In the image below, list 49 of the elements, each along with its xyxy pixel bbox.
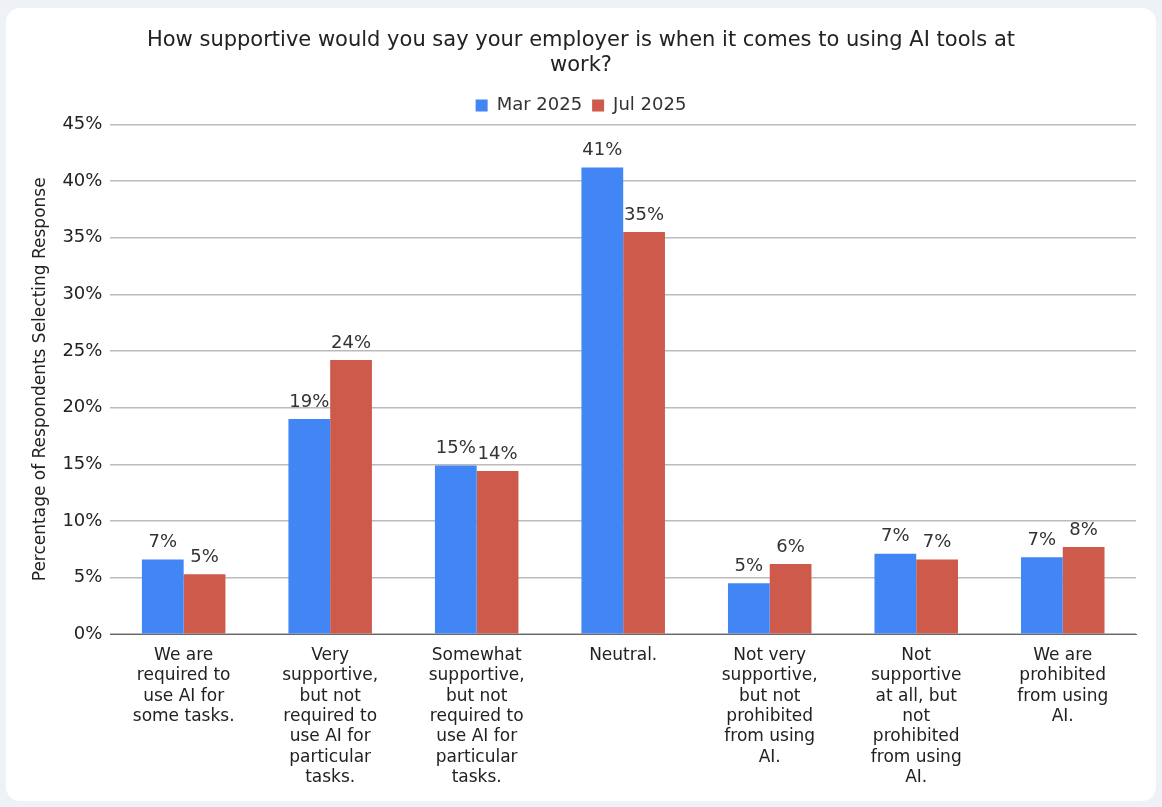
bar — [769, 563, 812, 634]
data-label: 6% — [776, 534, 805, 556]
x-tick-label: Somewhat supportive, but not required to use AI for particular tasks. — [428, 643, 525, 787]
bar — [141, 559, 184, 634]
data-label: 14% — [477, 441, 518, 463]
legend-label: Mar 2025 — [496, 93, 583, 115]
bar — [288, 418, 331, 634]
bar — [916, 559, 958, 634]
bar — [581, 167, 624, 634]
x-tick-label: Neutral. — [589, 643, 658, 664]
bar — [874, 553, 917, 634]
bar — [476, 471, 519, 634]
data-label: 24% — [331, 330, 372, 352]
x-tick-label: Very supportive, but not required to use AI for particular tasks. — [282, 643, 379, 787]
data-label: 7% — [1027, 527, 1057, 549]
y-tick-label: 30% — [62, 282, 103, 304]
data-label: 7% — [922, 530, 952, 552]
data-label: 19% — [289, 389, 330, 411]
bar — [1020, 557, 1063, 634]
bar — [330, 360, 372, 634]
data-label: 5% — [734, 553, 764, 575]
y-tick-label: 45% — [62, 112, 103, 134]
bar — [1062, 546, 1105, 634]
y-tick-label: 40% — [62, 168, 103, 190]
y-tick-label: 5% — [73, 565, 103, 587]
y-tick-label: 0% — [73, 621, 103, 643]
y-tick-label: 15% — [62, 451, 103, 473]
x-tick-label: Not very supportive, but not prohibited from using AI. — [721, 643, 818, 766]
data-label: 7% — [881, 524, 910, 546]
bar — [727, 583, 770, 634]
bar — [434, 465, 477, 634]
bar — [623, 232, 665, 634]
data-label: 8% — [1069, 517, 1098, 539]
y-tick-label: 10% — [62, 508, 103, 530]
x-tick-label: Not supportive at all, but not prohibited from using AI. — [870, 643, 962, 787]
x-tick-label: We are prohibited from using AI. — [1017, 643, 1109, 726]
x-tick-label: We are required to use AI for some tasks. — [132, 643, 235, 726]
y-tick-label: 25% — [62, 338, 103, 360]
data-label: 41% — [582, 138, 623, 160]
y-axis-title: Percentage of Respondents Selecting Response — [28, 177, 49, 582]
data-label: 15% — [435, 436, 476, 458]
data-label: 5% — [190, 544, 219, 566]
legend-label: Jul 2025 — [612, 93, 687, 115]
bar — [183, 574, 226, 634]
y-tick-label: 20% — [62, 395, 103, 417]
y-tick-label: 35% — [62, 225, 103, 247]
chart-title: How supportive would you say your employer is when it comes to using AI tools at work? — [146, 27, 1016, 77]
data-label: 35% — [624, 202, 665, 224]
data-label: 7% — [148, 530, 178, 552]
